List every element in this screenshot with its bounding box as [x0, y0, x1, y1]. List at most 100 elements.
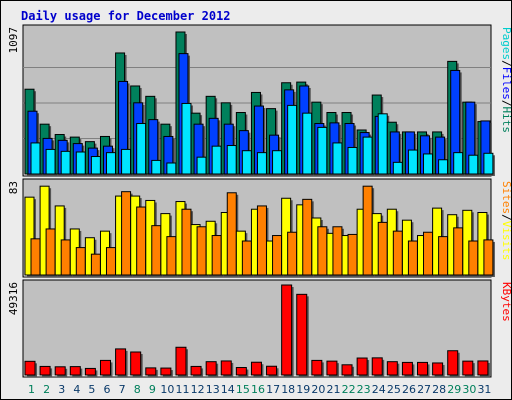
- bar-pages-26: [407, 149, 418, 175]
- bar-sites-11: [181, 208, 192, 276]
- bar-pages-6: [105, 152, 116, 175]
- bar-kbytes-16: [250, 361, 262, 376]
- legend-item-sites: Sites: [500, 181, 512, 214]
- tick-label-17: 17: [266, 383, 280, 396]
- bar-sites-21: [332, 226, 343, 276]
- tick-label-10: 10: [160, 383, 174, 396]
- legend-kbytes: KBytes: [500, 282, 512, 322]
- bar-pages-10: [166, 162, 177, 175]
- legend-item-files: Files: [500, 67, 512, 100]
- legend-separator: /: [500, 214, 512, 221]
- bar-sites-10: [166, 236, 177, 276]
- bar-pages-30: [468, 154, 479, 175]
- bar-pages-14: [226, 145, 237, 175]
- max-label-visits-sites: 83: [7, 181, 20, 194]
- bar-sites-31: [483, 239, 494, 276]
- bar-sites-22: [347, 233, 358, 276]
- bar-sites-1: [30, 238, 41, 276]
- bar-pages-4: [75, 151, 86, 175]
- tick-label-11: 11: [176, 383, 190, 396]
- bar-sites-30: [468, 240, 479, 276]
- bar-pages-7: [121, 148, 132, 175]
- legend-separator: /: [500, 100, 512, 107]
- bar-pages-13: [211, 145, 222, 175]
- bar-sites-20: [317, 226, 328, 276]
- bar-pages-20: [317, 126, 328, 175]
- bar-sites-9: [151, 225, 162, 276]
- bar-pages-18: [287, 104, 298, 175]
- bar-sites-6: [105, 247, 116, 276]
- bar-kbytes-23: [356, 357, 368, 376]
- bar-sites-16: [256, 205, 267, 276]
- bar-sites-7: [121, 191, 132, 276]
- bar-pages-16: [256, 152, 267, 175]
- bar-kbytes-20: [311, 359, 323, 376]
- legend-item-hits: Hits: [500, 107, 512, 134]
- bar-pages-27: [423, 153, 434, 175]
- tick-label-23: 23: [357, 383, 371, 396]
- bar-kbytes-29: [447, 350, 459, 376]
- tick-label-16: 16: [251, 383, 265, 396]
- bar-pages-28: [438, 159, 449, 175]
- bar-pages-3: [60, 150, 71, 175]
- bar-pages-2: [45, 148, 56, 175]
- bar-kbytes-2: [39, 365, 51, 376]
- bar-kbytes-11: [175, 346, 187, 376]
- tick-label-31: 31: [477, 383, 491, 396]
- bar-pages-12: [196, 156, 207, 175]
- bar-sites-12: [196, 226, 207, 276]
- tick-label-7: 7: [119, 383, 126, 396]
- tick-label-1: 1: [28, 383, 35, 396]
- bar-pages-29: [453, 152, 464, 175]
- bar-kbytes-3: [54, 366, 66, 376]
- bar-pages-25: [392, 161, 403, 175]
- bar-kbytes-5: [84, 367, 96, 376]
- bar-pages-5: [90, 156, 101, 175]
- bar-kbytes-1: [24, 360, 36, 376]
- tick-label-5: 5: [88, 383, 95, 396]
- bar-pages-17: [272, 150, 283, 175]
- bar-pages-15: [241, 150, 252, 175]
- bar-pages-9: [151, 159, 162, 175]
- bar-kbytes-14: [220, 360, 232, 376]
- bar-kbytes-22: [341, 364, 353, 376]
- bar-sites-25: [392, 230, 403, 276]
- tick-label-15: 15: [236, 383, 250, 396]
- tick-label-26: 26: [402, 383, 416, 396]
- bar-kbytes-9: [145, 367, 157, 376]
- tick-label-13: 13: [206, 383, 220, 396]
- legend-visits-sites: Sites/Visits: [500, 181, 512, 261]
- bar-sites-2: [45, 228, 56, 276]
- tick-label-3: 3: [58, 383, 65, 396]
- bar-pages-1: [30, 142, 41, 175]
- bar-sites-28: [438, 236, 449, 276]
- bar-sites-19: [302, 198, 313, 276]
- bar-sites-13: [211, 235, 222, 276]
- tick-label-30: 30: [462, 383, 476, 396]
- tick-label-19: 19: [296, 383, 310, 396]
- bar-sites-29: [453, 227, 464, 276]
- max-label-hits-files-pages: 1097: [7, 27, 20, 54]
- tick-label-20: 20: [311, 383, 325, 396]
- bar-pages-22: [347, 146, 358, 175]
- legend-item-kbytes: KBytes: [500, 282, 512, 322]
- tick-label-25: 25: [387, 383, 401, 396]
- bar-sites-5: [90, 253, 101, 276]
- legend-item-pages: Pages: [500, 27, 512, 60]
- bar-kbytes-18: [281, 284, 293, 376]
- tick-label-21: 21: [326, 383, 340, 396]
- bar-sites-17: [272, 235, 283, 276]
- bar-sites-15: [241, 240, 252, 276]
- bar-kbytes-7: [115, 348, 127, 376]
- tick-label-29: 29: [447, 383, 461, 396]
- bar-kbytes-13: [205, 361, 217, 376]
- bar-sites-4: [75, 247, 86, 276]
- bar-kbytes-30: [462, 360, 474, 376]
- bar-kbytes-10: [160, 367, 172, 376]
- chart-title: Daily usage for December 2012: [21, 9, 231, 23]
- bar-kbytes-19: [296, 293, 308, 376]
- bar-pages-31: [483, 152, 494, 175]
- bar-kbytes-12: [190, 365, 202, 376]
- tick-label-12: 12: [191, 383, 205, 396]
